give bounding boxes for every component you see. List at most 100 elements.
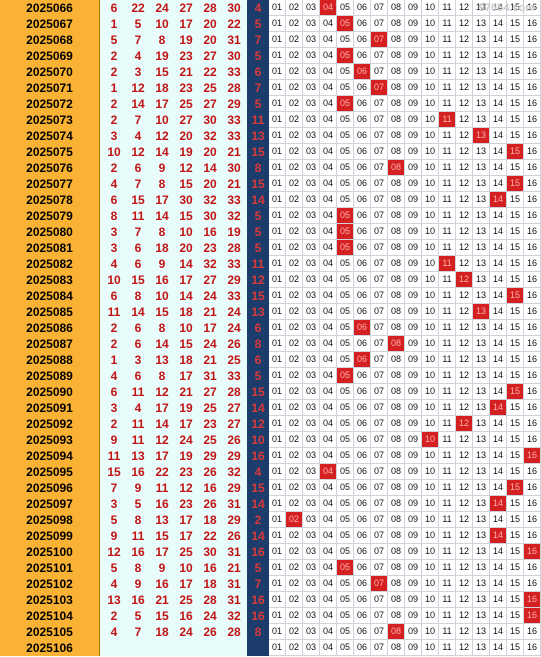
blue-ball: 12 (247, 416, 269, 432)
red-ball: 9 (158, 161, 166, 175)
blue-ball: 15 (247, 384, 269, 400)
trend-cell: 12 (456, 0, 473, 16)
red-ball: 18 (179, 305, 193, 319)
watermark-text: 97654.com (478, 2, 535, 14)
red-ball-group: 2 14 17 25 27 29 (100, 96, 247, 112)
trend-cell: 13 (473, 128, 490, 144)
trend-cell: 10 (422, 160, 439, 176)
trend-cell: 15 (507, 464, 524, 480)
trend-cell: 04 (320, 576, 337, 592)
trend-cell: 14 (490, 0, 507, 16)
trend-cell: 12 (456, 144, 473, 160)
trend-cell: 14 (490, 336, 507, 352)
trend-cell: 06 (354, 288, 371, 304)
trend-cell: 14 (490, 432, 507, 448)
trend-cell: 07 (371, 512, 388, 528)
trend-cell: 11 (439, 464, 456, 480)
red-ball: 20 (203, 33, 217, 47)
trend-cell: 14 (490, 624, 507, 640)
trend-cell: 11 (439, 32, 456, 48)
trend-cell: 16 (524, 528, 541, 544)
trend-cell: 09 (405, 128, 422, 144)
trend-cell: 02 (286, 320, 303, 336)
trend-cell: 09 (405, 64, 422, 80)
trend-cell: 02 (286, 352, 303, 368)
red-ball: 26 (227, 529, 241, 543)
blue-ball: 15 (247, 176, 269, 192)
red-ball: 24 (203, 609, 217, 623)
red-ball: 32 (203, 129, 217, 143)
blue-ball: 4 (247, 0, 269, 16)
red-ball: 9 (110, 433, 118, 447)
trend-cell: 05 (337, 272, 354, 288)
trend-cell: 09 (405, 592, 422, 608)
table-row: 2025081 3 6 18 20 23 28 5 01 02 03 04 05 06 07 08 09 10 11… (0, 240, 541, 256)
trend-cell: 06 (354, 224, 371, 240)
trend-cell: 11 (439, 336, 456, 352)
red-ball: 27 (203, 49, 217, 63)
red-ball: 12 (155, 385, 169, 399)
trend-cell: 16 (524, 16, 541, 32)
red-ball: 4 (110, 625, 118, 639)
red-ball: 2 (110, 49, 118, 63)
trend-cell: 04 (320, 560, 337, 576)
red-ball: 16 (203, 561, 217, 575)
red-ball: 26 (227, 337, 241, 351)
red-ball: 15 (179, 337, 193, 351)
red-ball-group: 6 8 10 14 24 33 (100, 288, 247, 304)
trend-cell: 10 (422, 80, 439, 96)
red-ball-group: 7 9 11 12 16 29 (100, 480, 247, 496)
trend-cell: 08 (388, 176, 405, 192)
trend-cell: 14 (490, 576, 507, 592)
trend-cell: 05 (337, 368, 354, 384)
trend-cell: 09 (405, 352, 422, 368)
blue-ball: 15 (247, 480, 269, 496)
red-ball: 24 (203, 289, 217, 303)
trend-cell: 15 (507, 368, 524, 384)
trend-cell: 13 (473, 112, 490, 128)
trend-cell: 01 (269, 368, 286, 384)
trend-cell: 06 (354, 624, 371, 640)
trend-cell: 13 (473, 560, 490, 576)
table-row: 2025102 4 9 16 17 18 31 7 01 02 03 04 05 06 07 08 09 10 11… (0, 576, 541, 592)
trend-cell: 11 (439, 512, 456, 528)
trend-cell: 09 (405, 288, 422, 304)
trend-cell: 14 (490, 64, 507, 80)
trend-cell: 08 (388, 288, 405, 304)
trend-cell: 07 (371, 192, 388, 208)
trend-cell: 02 (286, 432, 303, 448)
red-ball-group: 6 15 17 30 32 33 (100, 192, 247, 208)
trend-cell: 10 (422, 480, 439, 496)
trend-cell: 06 (354, 256, 371, 272)
trend-cell: 12 (456, 320, 473, 336)
blue-ball: 2 (247, 512, 269, 528)
red-ball: 29 (227, 481, 241, 495)
table-row: 2025080 3 7 8 10 16 19 5 01 02 03 04 05 06 07 08 09 10 11 1… (0, 224, 541, 240)
trend-cell: 08 (388, 80, 405, 96)
trend-cell: 06 (354, 640, 371, 656)
red-ball: 11 (107, 305, 121, 319)
red-ball: 16 (155, 497, 169, 511)
trend-cell: 10 (422, 544, 439, 560)
trend-cell: 09 (405, 96, 422, 112)
trend-cell: 03 (303, 624, 320, 640)
red-ball: 19 (179, 33, 193, 47)
trend-cell: 15 (507, 240, 524, 256)
trend-cell: 05 (337, 576, 354, 592)
red-ball: 29 (227, 449, 241, 463)
trend-cell: 06 (354, 304, 371, 320)
trend-cell: 10 (422, 48, 439, 64)
red-ball: 6 (134, 241, 142, 255)
red-ball: 15 (179, 177, 193, 191)
trend-cell: 02 (286, 624, 303, 640)
trend-cell: 04 (320, 624, 337, 640)
trend-cell: 03 (303, 192, 320, 208)
trend-cell: 06 (354, 560, 371, 576)
trend-cell: 11 (439, 240, 456, 256)
trend-cell: 12 (456, 32, 473, 48)
trend-cell: 01 (269, 112, 286, 128)
trend-cell: 05 (337, 48, 354, 64)
trend-cell: 06 (354, 0, 371, 16)
trend-cell: 15 (507, 496, 524, 512)
